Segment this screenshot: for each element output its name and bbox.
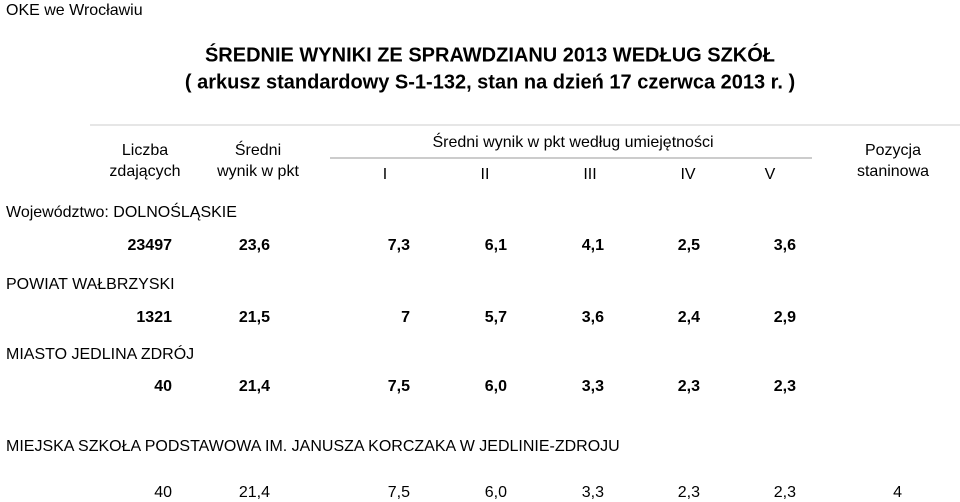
col-head: Średni — [235, 140, 281, 159]
skill-head: II — [481, 166, 490, 183]
cell: 2,3 — [774, 484, 796, 501]
cell: 5,7 — [485, 309, 507, 326]
cell: 2,3 — [678, 484, 700, 501]
skill-head: I — [383, 166, 387, 183]
section-label: MIEJSKA SZKOŁA PODSTAWOWA IM. JANUSZA KO… — [6, 438, 620, 455]
cell: 21,4 — [239, 484, 270, 501]
cell: 3,3 — [582, 484, 604, 501]
cell: 2,9 — [774, 309, 796, 326]
section-label: Województwo: DOLNOŚLĄSKIE — [6, 202, 237, 221]
section-label: MIASTO JEDLINA ZDRÓJ — [6, 344, 194, 363]
cell: 7 — [401, 309, 410, 326]
cell: 3,6 — [582, 309, 604, 326]
cell: 6,0 — [485, 484, 507, 501]
cell: 21,5 — [239, 309, 270, 326]
cell: 7,5 — [388, 378, 410, 395]
col-head: zdających — [109, 163, 180, 180]
cell: 7,5 — [388, 484, 410, 501]
col-head: Pozycja — [865, 142, 921, 159]
section-label: POWIAT WAŁBRZYSKI — [6, 276, 175, 293]
skill-head: V — [765, 166, 776, 183]
col-head: Liczba — [122, 142, 168, 159]
cell: 2,5 — [678, 237, 700, 254]
cell: 21,4 — [239, 378, 270, 395]
skill-head: IV — [680, 166, 695, 183]
cell: 40 — [154, 484, 172, 501]
cell: 2,3 — [678, 378, 700, 395]
org: OKE we Wrocławiu — [6, 2, 143, 19]
cell: 2,3 — [774, 378, 796, 395]
cell: 6,0 — [485, 378, 507, 395]
cell: 1321 — [136, 309, 172, 326]
cell: 4,1 — [582, 237, 604, 254]
cell: 3,3 — [582, 378, 604, 395]
cell: 23,6 — [239, 237, 270, 254]
cell: 4 — [893, 484, 902, 501]
subtitle: ( arkusz standardowy S-1-132, stan na dz… — [185, 71, 795, 93]
cell: 3,6 — [774, 237, 796, 254]
cell: 6,1 — [485, 237, 507, 254]
cell: 40 — [154, 378, 172, 395]
cell: 23497 — [128, 237, 173, 254]
cell: 7,3 — [388, 237, 410, 254]
col-head: staninowa — [857, 163, 929, 180]
skill-head: III — [583, 166, 596, 183]
col-head: wynik w pkt — [216, 163, 299, 180]
col-head: Średni wynik w pkt według umiejętności — [432, 132, 713, 151]
title: ŚREDNIE WYNIKI ZE SPRAWDZIANU 2013 WEDŁU… — [205, 42, 775, 66]
cell: 2,4 — [678, 309, 700, 326]
